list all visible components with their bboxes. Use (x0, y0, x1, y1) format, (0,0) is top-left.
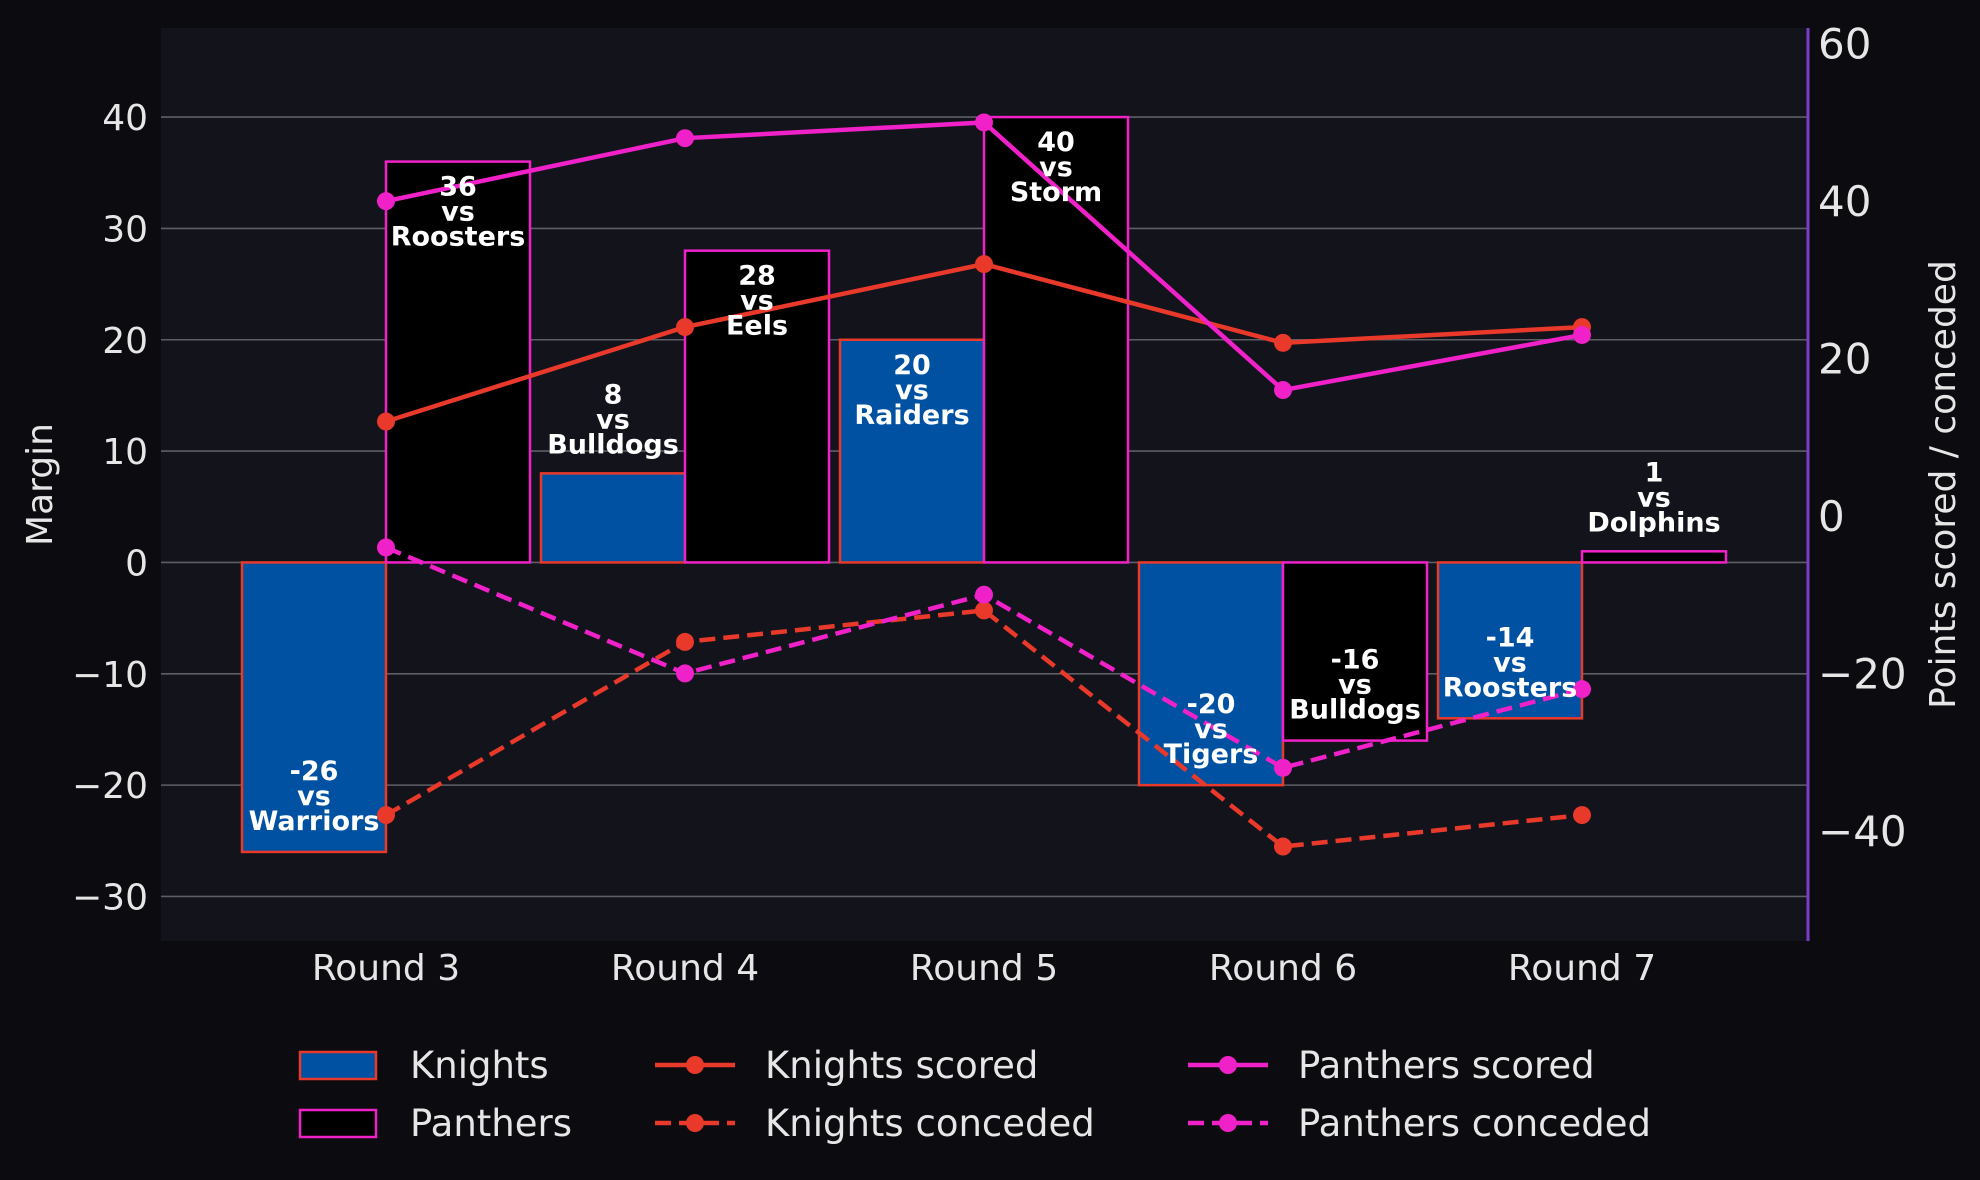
legend-swatch-panthers (298, 1108, 378, 1139)
series-point (975, 113, 993, 132)
bar-value-label: Bulldogs (547, 429, 679, 460)
series-point (1274, 758, 1292, 777)
series-point (1274, 333, 1292, 352)
y-axis-label: Margin (20, 423, 61, 546)
bar-value-label: vs (895, 375, 929, 406)
y-tick-label: −30 (72, 877, 148, 918)
bars (240, 115, 1728, 854)
bar-value-label: Dolphins (1587, 507, 1720, 538)
bar-value-label: vs (1194, 714, 1228, 745)
bar-value-label: vs (1493, 647, 1527, 678)
bar-value-label: vs (297, 781, 331, 812)
bar-value-label: vs (596, 404, 630, 435)
bar-value-label: vs (441, 197, 475, 228)
bar-value-label: Roosters (1443, 672, 1578, 703)
y-axis-left: 40 30 20 10 0 −10 −20 −30 (72, 98, 148, 918)
bar-panthers (982, 115, 1130, 564)
bar-value-label: Roosters (391, 222, 526, 253)
bar-value-label: 20 (893, 350, 931, 381)
bar-value-label: -14 (1486, 622, 1535, 653)
series-point (676, 664, 694, 683)
legend-swatch-knights (298, 1050, 378, 1081)
y-axis-right: 60 40 20 0 −20 −40 (1806, 20, 1907, 941)
bar-knights (1436, 561, 1584, 720)
bar-labels: -26vsWarriors8vsBulldogs20vsRaiders-20vs… (249, 127, 1721, 837)
series-point (1573, 325, 1591, 344)
bar-value-label: 36 (439, 172, 477, 203)
legend-label: Knights (410, 1044, 549, 1087)
series-point (975, 601, 993, 620)
y-tick-label: −10 (72, 655, 148, 696)
y-tick-label: 0 (125, 543, 148, 584)
bar-knights (838, 338, 986, 564)
legend-marker (1219, 1114, 1237, 1132)
y-tick-label: −20 (72, 766, 148, 807)
legend: Knights Panthers Knights scored Knights con… (298, 1044, 1651, 1145)
bar-value-label: -16 (1331, 645, 1380, 676)
y2-tick-label: −40 (1818, 807, 1907, 856)
legend-label: Knights scored (765, 1044, 1038, 1087)
bar-value-label: -26 (290, 756, 339, 787)
bar-panthers (1281, 561, 1429, 742)
series-point (377, 412, 395, 431)
bar-value-label: Warriors (249, 806, 380, 837)
bar-knights (240, 561, 388, 854)
series-point (1573, 680, 1591, 699)
series-point (1274, 837, 1292, 856)
series-point (676, 318, 694, 337)
y-tick-label: 30 (102, 209, 148, 250)
legend-label: Panthers (410, 1102, 572, 1145)
x-axis: Round 3 Round 4 Round 5 Round 6 Round 7 (312, 948, 1656, 989)
bar-value-label: vs (740, 286, 774, 317)
series-point (676, 632, 694, 651)
x-tick-label: Round 3 (312, 948, 460, 989)
legend-label: Panthers scored (1298, 1044, 1595, 1087)
series-point (975, 585, 993, 604)
lines (377, 113, 1591, 856)
x-tick-label: Round 5 (910, 948, 1058, 989)
y2-tick-label: 60 (1818, 20, 1871, 69)
bar-value-label: 8 (604, 379, 623, 410)
legend-label: Panthers conceded (1298, 1102, 1651, 1145)
x-tick-label: Round 6 (1209, 948, 1357, 989)
series-line (384, 608, 1583, 849)
bar-value-label: 1 (1645, 457, 1664, 488)
legend-label: Knights conceded (765, 1102, 1095, 1145)
bar-value-label: Bulldogs (1289, 695, 1421, 726)
bar-panthers (384, 160, 532, 564)
series-point (975, 255, 993, 274)
legend-marker (1219, 1056, 1237, 1074)
series-point (377, 806, 395, 825)
bar-value-label: 28 (738, 261, 776, 292)
bar-value-label: vs (1637, 482, 1671, 513)
bar-panthers (1580, 550, 1728, 564)
bar-value-label: Tigers (1164, 739, 1259, 770)
x-tick-label: Round 4 (611, 948, 759, 989)
bar-value-label: Raiders (854, 400, 969, 431)
y-tick-label: 40 (102, 98, 148, 139)
bar-value-label: Storm (1010, 177, 1102, 208)
bar-value-label: 40 (1037, 127, 1075, 158)
y2-tick-label: 0 (1818, 492, 1845, 541)
bar-value-label: Eels (726, 311, 788, 342)
series-point (377, 192, 395, 211)
series-point (1573, 806, 1591, 825)
bar-value-label: vs (1039, 152, 1073, 183)
bar-value-label: vs (1338, 670, 1372, 701)
legend-marker (686, 1056, 704, 1074)
bar-value-label: -20 (1187, 689, 1236, 720)
x-tick-label: Round 7 (1508, 948, 1656, 989)
series-point (1274, 381, 1292, 400)
y2-tick-label: −20 (1818, 649, 1907, 698)
y-tick-label: 10 (102, 432, 148, 473)
legend-marker (686, 1114, 704, 1132)
y-tick-label: 20 (102, 321, 148, 362)
series-point (377, 538, 395, 557)
series-point (676, 129, 694, 148)
y2-tick-label: 40 (1818, 177, 1871, 226)
y2-tick-label: 20 (1818, 335, 1871, 384)
bar-knights (539, 472, 687, 564)
y2-axis-label: Points scored / conceded (1923, 260, 1964, 709)
